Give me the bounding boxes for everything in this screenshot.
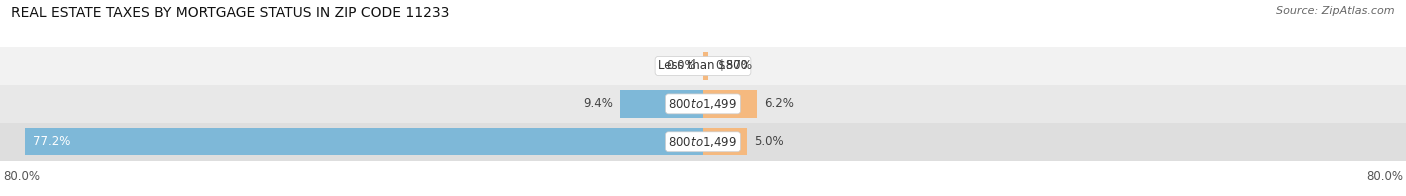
Text: 80.0%: 80.0% [3, 170, 39, 183]
Bar [0, 123, 1406, 161]
Text: REAL ESTATE TAXES BY MORTGAGE STATUS IN ZIP CODE 11233: REAL ESTATE TAXES BY MORTGAGE STATUS IN … [11, 6, 450, 20]
Text: 0.0%: 0.0% [666, 60, 696, 73]
Text: 9.4%: 9.4% [583, 97, 613, 110]
Text: 6.2%: 6.2% [765, 97, 794, 110]
Text: $800 to $1,499: $800 to $1,499 [668, 135, 738, 149]
Bar [703, 52, 709, 80]
Bar [620, 90, 703, 118]
Text: Source: ZipAtlas.com: Source: ZipAtlas.com [1277, 6, 1395, 16]
Text: 80.0%: 80.0% [1367, 170, 1403, 183]
Bar [703, 128, 747, 155]
Bar [0, 85, 1406, 123]
Text: $800 to $1,499: $800 to $1,499 [668, 97, 738, 111]
Text: 0.57%: 0.57% [716, 60, 752, 73]
Text: Less than $800: Less than $800 [658, 60, 748, 73]
Bar [703, 90, 758, 118]
Bar [0, 47, 1406, 85]
Text: 5.0%: 5.0% [754, 135, 783, 148]
Text: 77.2%: 77.2% [34, 135, 70, 148]
Bar [25, 128, 703, 155]
